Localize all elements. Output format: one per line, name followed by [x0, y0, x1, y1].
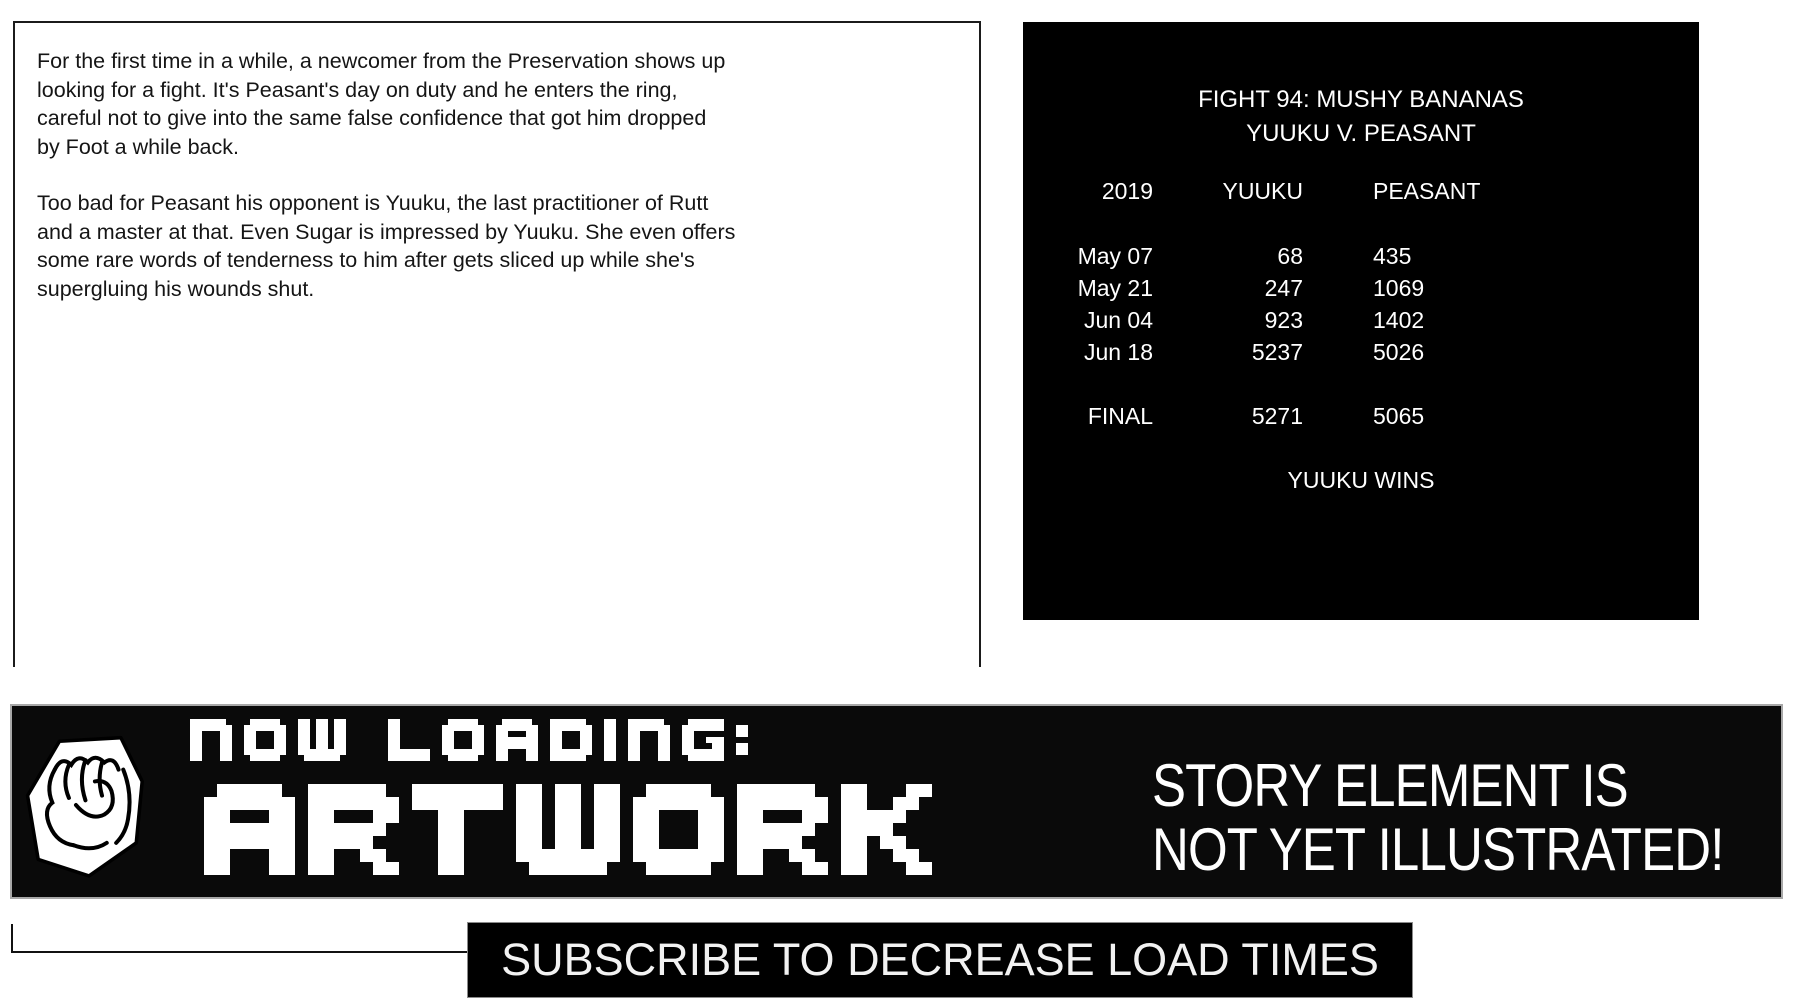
row-yuuku-score: 5237: [1251, 339, 1303, 365]
row-date: Jun 18: [1083, 339, 1153, 365]
artwork-pixel-text: [204, 784, 932, 880]
row-peasant-score: 5026: [1373, 339, 1425, 365]
story-line: looking for a fight. It's Peasant's day …: [37, 77, 678, 102]
table-row: Jun 18 5237 5026: [1023, 339, 1699, 366]
story-line: For the first time in a while, a newcome…: [37, 49, 726, 73]
now-loading-pixel-text: [190, 719, 748, 766]
row-peasant-score: 1402: [1373, 307, 1425, 333]
corner-line-horizontal: [11, 951, 467, 953]
loading-banner: STORY ELEMENT IS NOT YET ILLUSTRATED!: [10, 704, 1783, 899]
story-line: Too bad for Peasant his opponent is Yuuk…: [37, 191, 709, 215]
final-row: FINAL 5271 5065: [1023, 403, 1699, 430]
story-note-line2: NOT YET ILLUSTRATED!: [1152, 816, 1724, 883]
row-peasant-score: 1069: [1373, 275, 1425, 301]
subscribe-bar[interactable]: SUBSCRIBE TO DECREASE LOAD TIMES: [467, 922, 1413, 998]
scoreboard-panel: FIGHT 94: MUSHY BANANAS YUUKU V. PEASANT…: [1023, 22, 1699, 620]
row-date: Jun 04: [1083, 307, 1153, 333]
story-line: and a master at that. Even Sugar is impr…: [37, 219, 736, 244]
story-element-note: STORY ELEMENT IS NOT YET ILLUSTRATED!: [1152, 754, 1724, 882]
scoreboard-title-line1: FIGHT 94: MUSHY BANANAS: [1198, 86, 1524, 113]
scoreboard-title-line2: YUUKU V. PEASANT: [1246, 120, 1476, 147]
story-line: some rare words of tenderness to him aft…: [37, 248, 695, 272]
fist-icon: [25, 735, 144, 878]
table-row: Jun 04 923 1402: [1023, 307, 1699, 334]
table-row: May 21 247 1069: [1023, 275, 1699, 302]
story-paragraph-1: For the first time in a while, a newcome…: [37, 47, 979, 161]
subscribe-label: SUBSCRIBE TO DECREASE LOAD TIMES: [501, 934, 1379, 985]
column-header-fighter2: PEASANT: [1373, 178, 1481, 204]
final-label: FINAL: [1087, 403, 1153, 429]
row-date: May 21: [1077, 275, 1153, 301]
table-row: May 07 68 435: [1023, 243, 1699, 270]
winner-banner: YUUKU WINS: [1287, 467, 1435, 493]
corner-line-vertical: [11, 924, 13, 953]
column-header-fighter1: YUUKU: [1222, 178, 1303, 204]
story-line: supergluing his wounds shut.: [37, 276, 315, 301]
story-note-line1: STORY ELEMENT IS: [1152, 752, 1629, 819]
row-yuuku-score: 923: [1264, 307, 1303, 333]
column-header-year: 2019: [1101, 178, 1153, 204]
row-yuuku-score: 247: [1264, 275, 1303, 301]
story-line: by Foot a while back.: [37, 134, 239, 159]
story-paragraph-2: Too bad for Peasant his opponent is Yuuk…: [37, 189, 979, 303]
final-yuuku-score: 5271: [1251, 403, 1303, 429]
row-date: May 07: [1077, 243, 1153, 269]
final-peasant-score: 5065: [1373, 403, 1425, 429]
story-line: careful not to give into the same false …: [37, 106, 707, 130]
scoreboard-header-row: 2019 YUUKU PEASANT: [1023, 178, 1699, 205]
row-peasant-score: 435: [1373, 243, 1412, 269]
story-text-box: For the first time in a while, a newcome…: [13, 21, 981, 667]
row-yuuku-score: 68: [1277, 243, 1303, 269]
